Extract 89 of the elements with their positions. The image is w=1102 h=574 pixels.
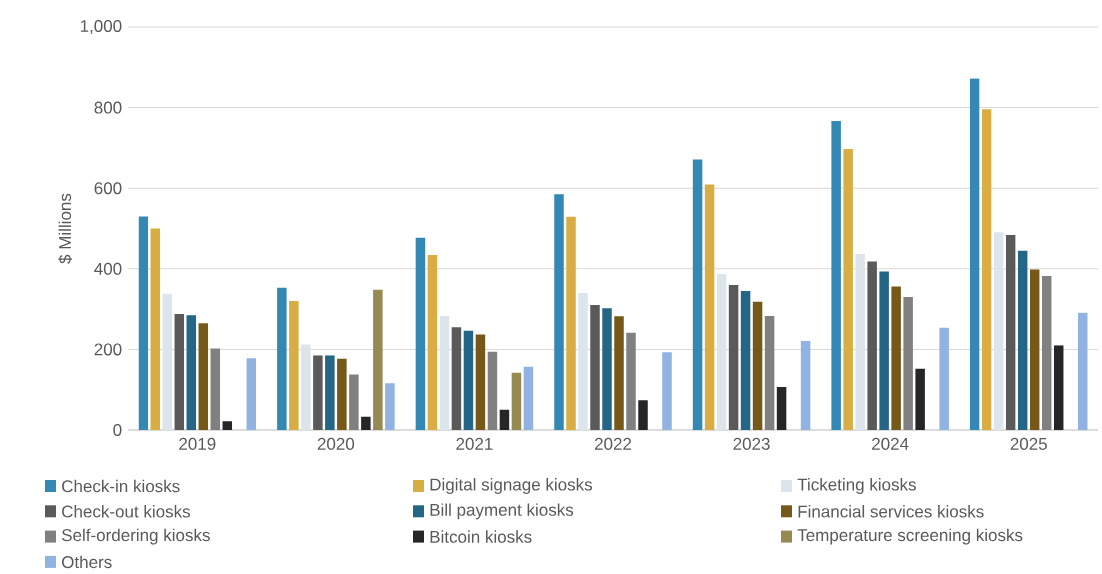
legend-label: Bitcoin kiosks xyxy=(430,530,532,543)
bar xyxy=(867,261,877,430)
x-tick-label: 2025 xyxy=(1010,437,1047,450)
legend-label: Temperature screening kiosks xyxy=(797,528,1023,545)
bar xyxy=(1053,345,1064,430)
bar xyxy=(246,358,257,430)
x-tick-label: 2023 xyxy=(733,437,770,450)
x-tick-label: 2019 xyxy=(179,437,216,450)
x-tick-label: 2021 xyxy=(456,437,493,450)
x-tick-label: 2020 xyxy=(317,437,355,450)
legend-label: Others xyxy=(62,555,112,569)
y-tick-label: 800 xyxy=(94,101,122,114)
bar xyxy=(692,159,703,430)
bar xyxy=(277,287,287,430)
y-tick-label: 400 xyxy=(94,262,122,275)
y-tick-label: 200 xyxy=(94,343,122,356)
bar xyxy=(150,228,161,430)
bar xyxy=(301,344,311,430)
bar xyxy=(891,286,901,430)
bar xyxy=(843,149,853,430)
bar xyxy=(554,194,564,430)
legend-label: Bill payment kiosks xyxy=(430,503,574,520)
bar xyxy=(626,332,636,430)
legend-label: Digital signage kiosks xyxy=(430,478,593,494)
bar xyxy=(662,352,672,430)
bar xyxy=(427,255,438,430)
bar xyxy=(740,290,751,430)
bar xyxy=(361,416,371,430)
y-tick-label: 600 xyxy=(94,182,122,195)
legend-label: Financial services kiosks xyxy=(798,505,984,518)
bar xyxy=(590,305,600,430)
bar xyxy=(451,327,462,430)
bar xyxy=(198,323,209,430)
bar xyxy=(578,292,588,430)
bar xyxy=(915,368,925,430)
bar xyxy=(162,293,173,430)
bar xyxy=(1077,312,1088,430)
bar xyxy=(764,315,775,430)
y-tick-label: 0 xyxy=(113,423,122,437)
bar xyxy=(903,297,913,430)
bar xyxy=(981,109,992,430)
bar xyxy=(186,315,197,430)
x-tick-label: 2024 xyxy=(872,437,909,450)
bar xyxy=(325,355,335,430)
bar xyxy=(566,216,576,430)
bar xyxy=(415,237,426,430)
bar xyxy=(939,327,949,430)
legend-label: Check-in kiosks xyxy=(62,479,180,493)
bar xyxy=(222,421,233,430)
bar xyxy=(879,271,889,430)
bar xyxy=(704,184,715,430)
bar xyxy=(752,301,763,430)
bar xyxy=(993,232,1004,430)
bar xyxy=(969,78,980,430)
bar xyxy=(463,330,474,430)
bar xyxy=(210,348,221,430)
bar xyxy=(511,372,522,430)
bar xyxy=(174,313,185,430)
bar xyxy=(385,383,395,430)
bar xyxy=(475,334,486,430)
bar xyxy=(1029,269,1040,430)
bar xyxy=(602,308,612,430)
legend-label: Self-ordering kiosks xyxy=(61,528,210,545)
bar xyxy=(349,374,359,430)
bar xyxy=(776,386,787,430)
legend-label: Ticketing kiosks xyxy=(797,478,916,494)
bar xyxy=(855,253,865,430)
y-axis-title: $ Millions xyxy=(58,193,73,264)
bar xyxy=(373,289,383,430)
bar xyxy=(138,216,149,430)
bar xyxy=(439,315,450,430)
bar xyxy=(614,316,624,430)
bar xyxy=(523,366,534,430)
bar xyxy=(800,340,811,430)
bar xyxy=(289,301,299,430)
y-tick-label: 1,000 xyxy=(80,19,122,35)
bar xyxy=(1005,234,1016,430)
bar xyxy=(831,120,841,430)
bar xyxy=(313,355,323,430)
bar xyxy=(728,284,739,430)
bar xyxy=(1017,250,1028,430)
bar xyxy=(1041,276,1052,430)
bar xyxy=(499,409,510,430)
bar xyxy=(337,358,347,430)
x-tick-label: 2022 xyxy=(594,437,632,450)
bar xyxy=(487,351,498,430)
bar xyxy=(716,274,727,430)
bar xyxy=(638,400,648,430)
legend-label: Check-out kiosks xyxy=(62,505,190,518)
